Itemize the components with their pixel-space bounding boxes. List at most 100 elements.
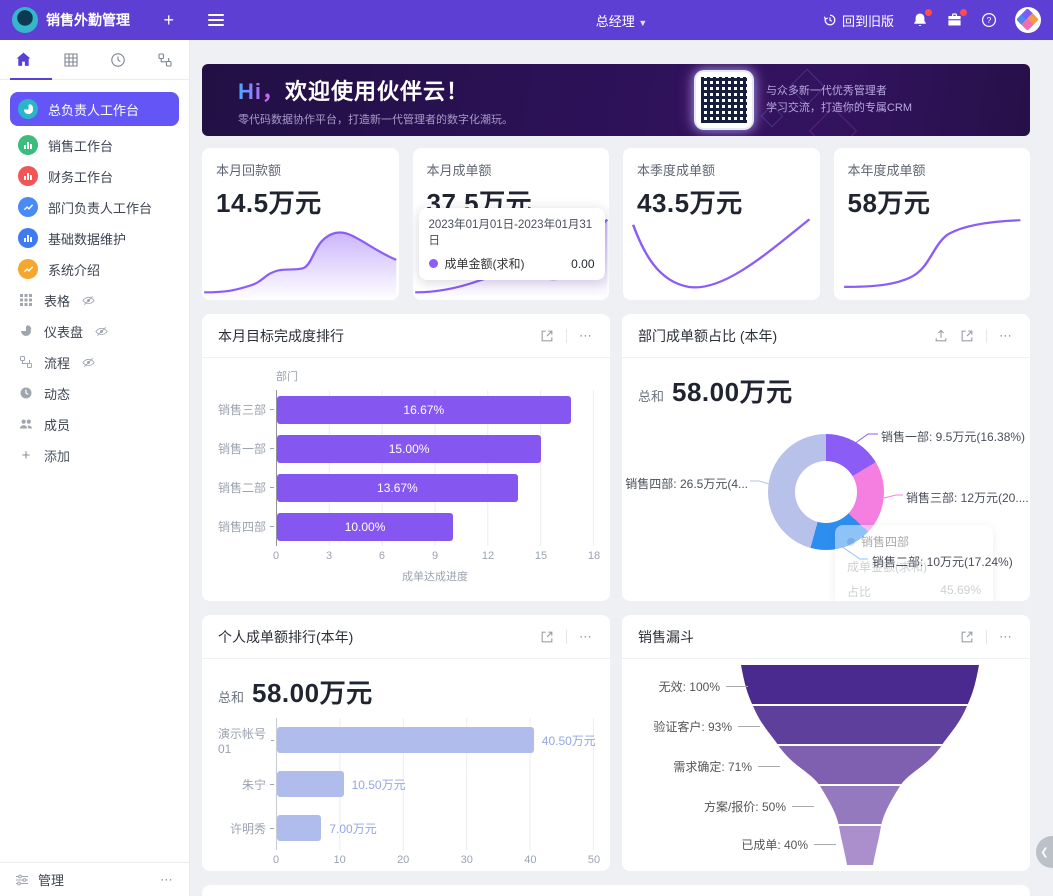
stat-cards-row: 本月回款额 14.5万元 本月成单额 37.5万元 2023年01月0 <box>202 148 1030 300</box>
sidebar-item-workspace-4[interactable]: 基础数据维护 <box>10 225 179 251</box>
clock-icon <box>18 385 34 401</box>
qr-code <box>695 72 752 128</box>
bar-sales-dept3[interactable]: 16.67% <box>277 395 571 424</box>
bar-sales-dept2[interactable]: 13.67% <box>277 473 518 502</box>
card-dept-share: 部门成单额占比 (本年) ⋯ 总和 58.00万元 <box>622 314 1030 601</box>
sidebar-item-label: 添加 <box>44 448 71 464</box>
workflow-icon <box>18 354 34 370</box>
members-icon <box>18 416 34 432</box>
sidebar-manage-button[interactable]: 管理 ⋯ <box>0 862 189 896</box>
funnel-stage-label: 验证客户: 93% <box>622 719 760 734</box>
sidebar-item-workspace-5[interactable]: 系统介绍 <box>10 256 179 282</box>
card-title: 销售漏斗 <box>638 628 694 645</box>
tab-history[interactable] <box>95 52 142 68</box>
tab-home[interactable] <box>0 51 47 68</box>
expand-icon[interactable] <box>540 329 554 343</box>
card-title: 本月目标完成度排行 <box>218 327 344 344</box>
pie-icon <box>18 323 34 339</box>
charts-row-2: 个人成单额排行(本年) ⋯ 总和 58.00万元 演示帐号01 <box>202 615 1030 871</box>
sparkline <box>631 218 811 289</box>
sidebar-item-workspace-3[interactable]: 部门负责人工作台 <box>10 194 179 220</box>
sidebar-item-label: 部门负责人工作台 <box>48 200 153 216</box>
stat-card-quarter-deals[interactable]: 本季度成单额 43.5万元 <box>623 148 820 300</box>
sidebar-item-members[interactable]: 成员 <box>10 411 179 437</box>
sidebar-item-workspace-2[interactable]: 财务工作台 <box>10 163 179 189</box>
bar-person-2[interactable] <box>277 815 322 841</box>
sidebar-item-label: 总负责人工作台 <box>48 102 140 118</box>
qr-caption: 与众多新一代优秀管理者 学习交流，打造你的专属CRM <box>765 85 912 114</box>
stat-card-monthly-deals[interactable]: 本月成单额 37.5万元 2023年01月01日-2023年01月31日 成单金… <box>412 148 609 300</box>
charts-row-1: 本月目标完成度排行 ⋯ 部门 销售三部 销售一部 销售二部 销售四部 <box>202 314 1030 601</box>
top-navbar: 销售外勤管理 + 总经理 ▼ 回到旧版 <box>0 0 1053 40</box>
sidebar-item-activity[interactable]: 动态 <box>10 380 179 406</box>
funnel-stage-label: 已成单: 40% <box>622 837 836 852</box>
role-selector[interactable]: 总经理 ▼ <box>595 13 648 29</box>
app-logo-icon <box>12 7 38 33</box>
user-avatar[interactable] <box>1015 7 1041 33</box>
stat-card-year-deals[interactable]: 本年度成单额 58万元 <box>833 148 1030 300</box>
slice-label: 销售三部: 12万元(20.... <box>906 491 1029 505</box>
bar-sales-dept4[interactable]: 10.00% <box>277 512 454 541</box>
category-axis: 销售三部 销售一部 销售二部 销售四部 <box>218 390 276 584</box>
bar-chart-plot: 16.67% 15.00% 13.67% 10.00% <box>276 390 594 546</box>
notifications-button[interactable] <box>912 9 932 28</box>
y-axis-title: 部门 <box>276 371 298 383</box>
sidebar-item-workflows[interactable]: 流程 <box>10 349 179 375</box>
more-options-button[interactable]: ⋯ <box>579 327 594 343</box>
notification-badge <box>925 9 932 16</box>
sidebar-item-label: 成员 <box>44 417 71 433</box>
sidebar-item-workspace-1[interactable]: 销售工作台 <box>10 132 179 158</box>
stat-value: 43.5万元 <box>637 188 743 218</box>
export-icon[interactable] <box>934 329 948 343</box>
manage-label: 管理 <box>38 873 65 888</box>
back-to-old-version[interactable]: 回到旧版 <box>823 11 894 30</box>
funnel-stage-label: 方案/报价: 50% <box>622 799 814 814</box>
line-chart-icon <box>18 197 38 217</box>
bar-person-1[interactable] <box>277 771 344 797</box>
next-card-partial <box>202 885 1030 896</box>
history-icon <box>823 14 836 26</box>
sidebar-add-button[interactable]: + 添加 <box>10 442 179 468</box>
manage-more-button[interactable]: ⋯ <box>160 871 175 887</box>
line-chart-icon <box>18 259 38 279</box>
expand-icon[interactable] <box>540 630 554 644</box>
sidebar-menu: 总负责人工作台 销售工作台 财务工作台 部门负责人工作台 基础数据维护 <box>0 80 189 468</box>
more-options-button[interactable]: ⋯ <box>999 628 1014 644</box>
tab-tables[interactable] <box>47 52 94 68</box>
expand-icon[interactable] <box>960 630 974 644</box>
sidebar: 总负责人工作台 销售工作台 财务工作台 部门负责人工作台 基础数据维护 <box>0 40 190 896</box>
banner-subtitle: 零代码数据协作平台，打造新一代管理者的数字化潮玩。 <box>238 113 513 126</box>
chart-tooltip: 2023年01月01日-2023年01月31日 成单金额(求和) 0.00 <box>418 208 605 280</box>
stat-card-monthly-payment[interactable]: 本月回款额 14.5万元 <box>202 148 399 300</box>
welcome-banner[interactable]: Hi，欢迎使用伙伴云！ 零代码数据协作平台，打造新一代管理者的数字化潮玩。 与众… <box>202 64 1030 136</box>
expand-icon[interactable] <box>960 329 974 343</box>
menu-toggle-icon[interactable] <box>208 11 224 29</box>
sidebar-item-tables[interactable]: 表格 <box>10 287 179 313</box>
donut-chart[interactable] <box>768 434 884 550</box>
add-app-button[interactable]: + <box>163 9 174 30</box>
donut-tooltip: 销售四部 成单金额(求和) 占比 45.69% <box>835 525 993 601</box>
home-icon <box>16 52 31 66</box>
main-content: Hi，欢迎使用伙伴云！ 零代码数据协作平台，打造新一代管理者的数字化潮玩。 与众… <box>190 40 1053 896</box>
bar-person-0[interactable] <box>277 727 534 753</box>
help-button[interactable]: ? <box>981 12 997 28</box>
card-title: 部门成单额占比 (本年) <box>638 327 778 344</box>
svg-text:?: ? <box>987 15 992 25</box>
workbench-button[interactable] <box>946 9 967 28</box>
total-label: 总和 <box>218 690 245 705</box>
sidebar-item-workspace-0[interactable]: 总负责人工作台 <box>10 92 179 126</box>
bar-sales-dept1[interactable]: 15.00% <box>277 434 542 463</box>
slice-label: 销售四部: 26.5万元(4... <box>625 477 748 491</box>
slice-label: 销售一部: 9.5万元(16.38%) <box>881 430 1026 444</box>
bar-chart-icon <box>18 166 38 186</box>
sidebar-item-dashboards[interactable]: 仪表盘 <box>10 318 179 344</box>
card-personal-ranking: 个人成单额排行(本年) ⋯ 总和 58.00万元 演示帐号01 <box>202 615 610 871</box>
series-dot <box>428 259 438 268</box>
more-options-button[interactable]: ⋯ <box>579 628 594 644</box>
eye-off-icon <box>82 294 95 307</box>
tab-workflow[interactable] <box>142 52 189 68</box>
more-options-button[interactable]: ⋯ <box>999 327 1014 343</box>
funnel-chart[interactable] <box>740 665 980 865</box>
collapse-panel-handle[interactable]: ❮ <box>1036 836 1053 868</box>
slice-label: 销售二部: 10万元(17.24%) <box>872 555 1013 569</box>
